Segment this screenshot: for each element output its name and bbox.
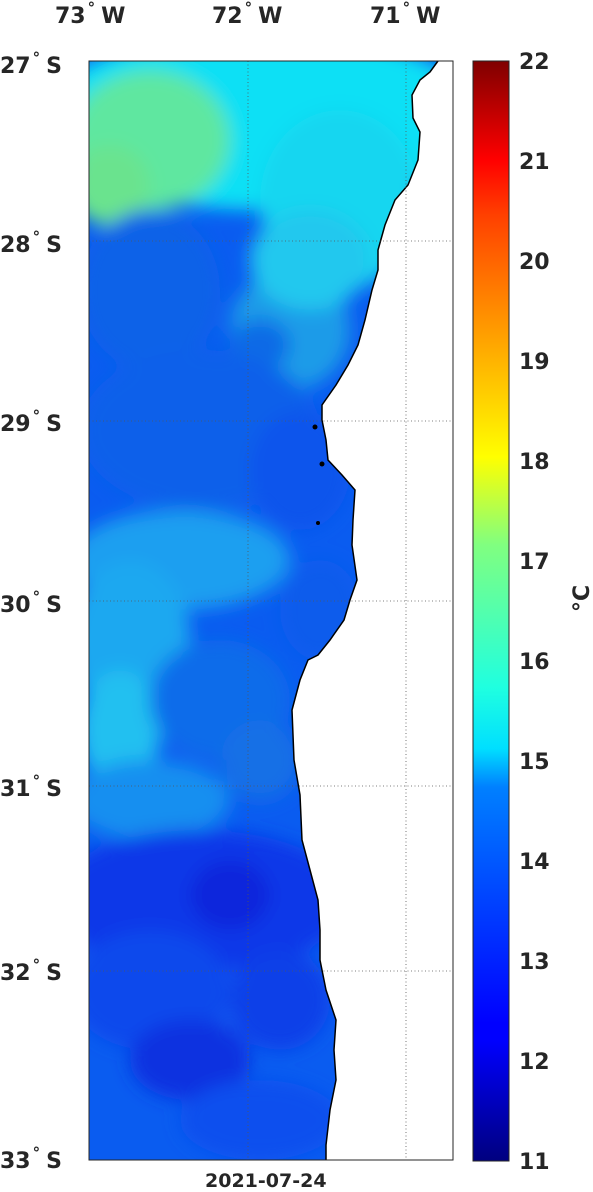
date-label: 2021-07-24 xyxy=(205,1170,327,1192)
colorbar-tick: 13 xyxy=(519,950,550,975)
lat-label-33s: 33 ° S xyxy=(0,1144,62,1174)
colorbar-unit-label: °C xyxy=(570,584,593,612)
island xyxy=(316,521,320,525)
lat-label-28s: 28 ° S xyxy=(0,228,62,258)
colorbar-tick: 18 xyxy=(519,450,550,475)
lon-label-72w: 72 ° W xyxy=(212,0,283,29)
colorbar-tick: 22 xyxy=(519,50,550,75)
sst-field xyxy=(89,61,438,1160)
lon-label-73w: 73 ° W xyxy=(55,0,126,29)
graticule xyxy=(89,61,453,1160)
lat-label-31s: 31 ° S xyxy=(0,772,62,802)
colorbar-tick: 16 xyxy=(519,650,550,675)
lon-label-71w: 71 ° W xyxy=(370,0,441,29)
colorbar-tick: 12 xyxy=(519,1050,550,1075)
lat-label-32s: 32 ° S xyxy=(0,956,62,986)
island xyxy=(312,424,318,430)
colorbar-tick: 14 xyxy=(519,850,550,875)
island xyxy=(319,461,325,467)
lat-label-30s: 30 ° S xyxy=(0,588,62,618)
colorbar-tick: 21 xyxy=(519,150,550,175)
colorbar-tick: 11 xyxy=(519,1150,550,1175)
colorbar-tick: 17 xyxy=(519,550,550,575)
colorbar-tick: 19 xyxy=(519,350,550,375)
coastline xyxy=(291,60,439,1160)
lat-label-29s: 29 ° S xyxy=(0,407,62,437)
colorbar xyxy=(472,60,510,1162)
colorbar-tick: 15 xyxy=(519,750,550,775)
lat-label-27s: 27 ° S xyxy=(0,49,62,79)
colorbar-tick: 20 xyxy=(519,250,550,275)
map-frame xyxy=(88,60,454,1161)
